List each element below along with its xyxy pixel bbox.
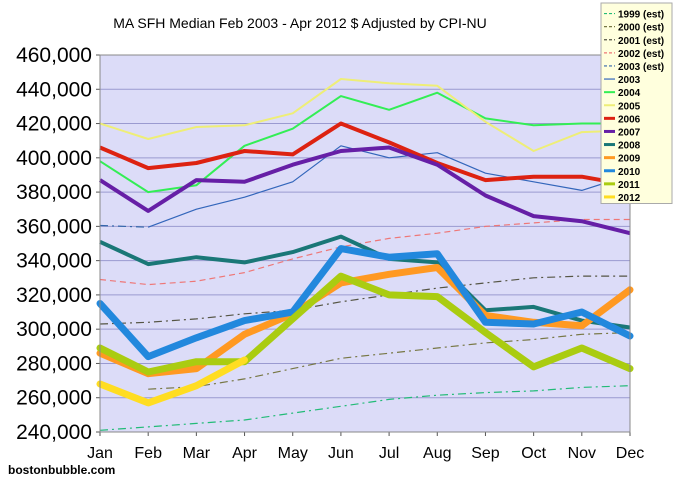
legend-label: 2005 — [618, 101, 641, 112]
x-tick-label: Dec — [616, 445, 644, 462]
y-tick-label: 380,000 — [16, 181, 92, 204]
legend-label: 2010 — [618, 167, 641, 178]
series-2003 — [147, 145, 631, 228]
series-2003-est- — [99, 224, 149, 228]
x-tick-label: Jan — [87, 445, 113, 462]
series-line — [147, 145, 631, 228]
y-tick-label: 440,000 — [16, 78, 92, 101]
x-tick-label: Oct — [521, 445, 546, 462]
legend-label: 2002 (est) — [618, 49, 664, 60]
legend-label: 2003 (est) — [618, 62, 664, 73]
y-tick-label: 360,000 — [16, 215, 92, 238]
legend-label: 2008 — [618, 141, 641, 152]
chart-title: MA SFH Median Feb 2003 - Apr 2012 $ Adju… — [113, 15, 487, 31]
plot-frame — [99, 54, 631, 433]
legend-label: 2011 — [618, 180, 640, 191]
x-tick-label: Nov — [568, 445, 596, 462]
legend-label: 2000 (est) — [618, 23, 664, 34]
x-tick-label: Sep — [471, 445, 500, 462]
legend-label: 2009 — [618, 154, 641, 165]
y-tick-label: 280,000 — [16, 352, 92, 375]
series-2001-est- — [99, 275, 630, 325]
y-tick-label: 400,000 — [16, 147, 92, 170]
legend-label: 2003 — [618, 75, 641, 86]
legend-label: 2007 — [618, 127, 641, 138]
x-tick-label: Feb — [134, 445, 162, 462]
series-line — [99, 275, 630, 325]
series-line — [98, 145, 631, 236]
legend-label: 2001 (est) — [618, 36, 664, 47]
plot-area — [100, 55, 630, 432]
series-line — [99, 78, 631, 152]
series-2006 — [99, 121, 631, 188]
series-2012 — [96, 356, 248, 407]
axes: 240,000 260,000 280,000 300,000 320,000 340,0… — [16, 44, 644, 462]
footer-site-label: bostonbubble.com — [8, 463, 115, 477]
series-line — [96, 245, 634, 361]
series-2007 — [98, 145, 631, 236]
series-lines — [96, 78, 634, 431]
x-tick-label: Mar — [183, 445, 211, 462]
series-2005 — [99, 78, 631, 152]
y-tick-label: 340,000 — [16, 250, 92, 273]
series-2008 — [99, 234, 631, 330]
y-tick-label: 420,000 — [16, 113, 92, 136]
x-tick-label: May — [278, 445, 308, 462]
y-tick-label: 240,000 — [16, 421, 92, 444]
series-line — [99, 121, 631, 188]
series-2011 — [96, 272, 634, 376]
x-tick-label: Jun — [328, 445, 354, 462]
x-tick-label: Jul — [379, 445, 399, 462]
legend-label: 2012 — [618, 193, 641, 204]
series-line — [96, 356, 248, 407]
legend: 1999 (est) 2000 (est) 2001 (est) 2002 (est)… — [600, 2, 673, 204]
y-tick-label: 460,000 — [16, 44, 92, 67]
series-2010 — [96, 245, 634, 361]
legend-label: 2006 — [618, 114, 641, 125]
y-tick-label: 320,000 — [16, 284, 92, 307]
legend-label: 2004 — [618, 88, 641, 99]
y-tick-label: 300,000 — [16, 318, 92, 341]
y-tick-label: 260,000 — [16, 387, 92, 410]
x-tick-label: Apr — [232, 445, 258, 462]
series-line — [96, 272, 634, 376]
series-line — [99, 234, 631, 330]
legend-label: 1999 (est) — [618, 10, 664, 21]
series-line — [99, 224, 149, 228]
x-tick-label: Aug — [423, 445, 451, 462]
